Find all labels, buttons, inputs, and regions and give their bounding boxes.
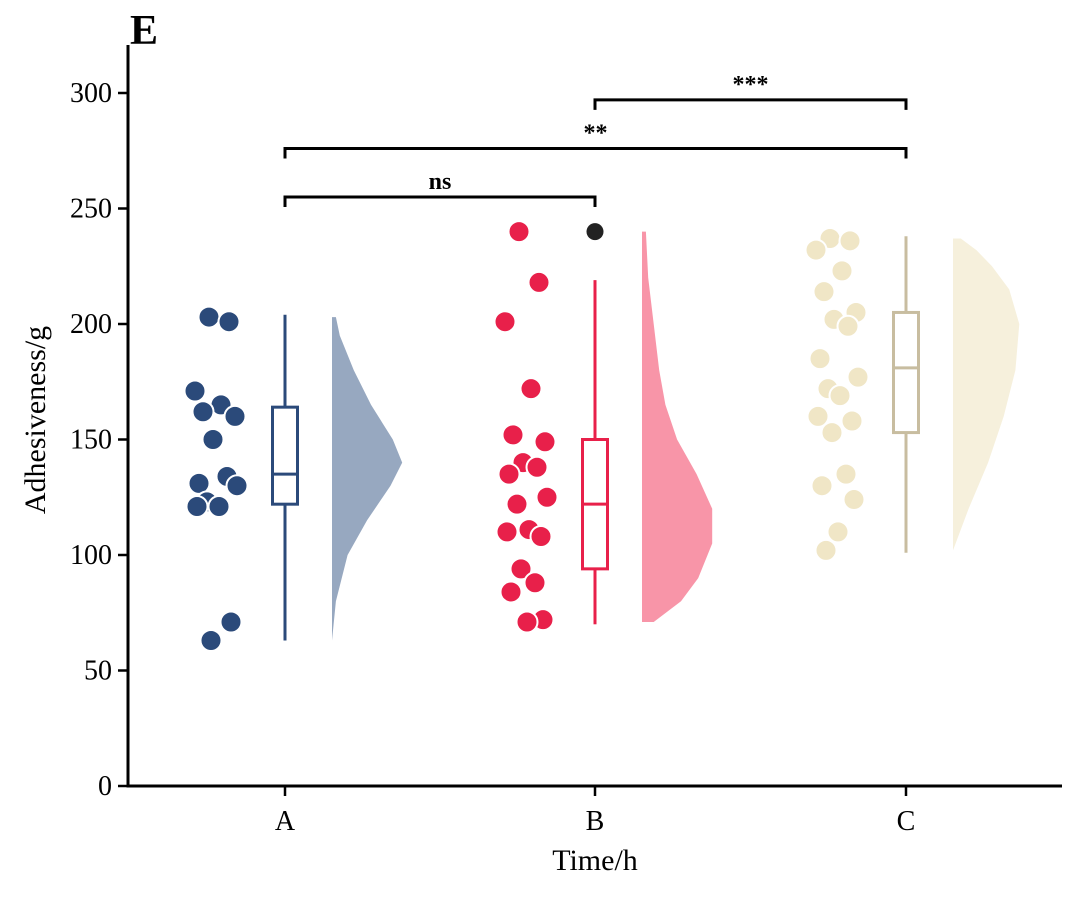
bracket-B-C bbox=[593, 98, 908, 110]
data-point-B bbox=[501, 423, 525, 447]
group-B bbox=[493, 220, 713, 634]
data-point-A bbox=[185, 494, 209, 518]
data-point-B bbox=[493, 310, 517, 334]
y-tick-label: 100 bbox=[70, 540, 112, 571]
data-point-B bbox=[497, 462, 521, 486]
data-point-C bbox=[810, 474, 834, 498]
data-point-A bbox=[207, 494, 231, 518]
group-C bbox=[804, 227, 1020, 562]
significance-brackets: ns***** bbox=[283, 72, 908, 207]
x-ticks: A B C bbox=[275, 786, 915, 837]
data-point-B bbox=[533, 430, 557, 454]
data-point-C bbox=[830, 259, 854, 283]
data-point-A bbox=[191, 400, 215, 424]
data-point-A bbox=[201, 428, 225, 451]
bracket-A-B bbox=[283, 195, 597, 207]
data-point-B bbox=[527, 270, 551, 294]
data-point-B bbox=[495, 520, 519, 544]
panel-label: E bbox=[130, 8, 159, 54]
data-point-A bbox=[219, 610, 243, 634]
data-point-A bbox=[225, 474, 249, 498]
data-point-B bbox=[509, 557, 533, 581]
significance-label-B-C: *** bbox=[733, 72, 769, 98]
data-point-C bbox=[812, 280, 836, 304]
bracket-A-C bbox=[283, 146, 908, 159]
data-point-B bbox=[529, 525, 553, 549]
data-point-B bbox=[505, 492, 529, 516]
violin-A bbox=[332, 317, 403, 641]
box-A bbox=[271, 405, 299, 506]
data-point-B bbox=[507, 220, 531, 244]
x-tick-label: A bbox=[275, 806, 296, 837]
data-point-C bbox=[808, 347, 832, 371]
y-ticks: 0 50 100 150 200 250 300 bbox=[70, 78, 128, 802]
data-point-A bbox=[183, 379, 207, 403]
data-point-A bbox=[199, 628, 223, 652]
x-tick-label: B bbox=[586, 806, 605, 837]
data-point-C bbox=[836, 314, 860, 338]
x-tick-label: C bbox=[897, 806, 916, 837]
data-point-C bbox=[828, 384, 852, 408]
y-tick-label: 150 bbox=[70, 425, 112, 456]
data-point-B bbox=[519, 377, 543, 401]
data-point-C bbox=[838, 229, 862, 253]
data-point-C bbox=[814, 538, 838, 562]
data-point-C bbox=[834, 462, 858, 486]
data-point-B bbox=[499, 580, 523, 604]
data-point-A bbox=[197, 305, 221, 329]
y-axis-label: Adhesiveness/g bbox=[19, 326, 52, 514]
data-point-C bbox=[842, 488, 866, 512]
data-point-A bbox=[223, 404, 247, 428]
data-point-B bbox=[523, 571, 547, 595]
data-point-C bbox=[820, 421, 844, 445]
y-tick-label: 50 bbox=[84, 656, 112, 687]
data-point-B bbox=[525, 455, 549, 479]
box-C bbox=[892, 310, 920, 435]
outlier-B bbox=[586, 223, 604, 241]
y-tick-label: 300 bbox=[70, 78, 112, 109]
y-tick-label: 200 bbox=[70, 309, 112, 340]
group-A bbox=[183, 305, 403, 652]
significance-label-A-C: ** bbox=[584, 120, 608, 146]
x-axis-label: Time/h bbox=[552, 844, 638, 877]
data-point-B bbox=[515, 610, 539, 634]
violin-C bbox=[953, 238, 1020, 551]
data-point-B bbox=[535, 485, 559, 509]
data-point-C bbox=[840, 409, 864, 433]
data-point-C bbox=[826, 520, 850, 544]
violin-B bbox=[642, 231, 713, 622]
groups bbox=[183, 220, 1020, 652]
significance-label-A-B: ns bbox=[429, 169, 452, 195]
data-point-C bbox=[804, 238, 828, 262]
data-point-C bbox=[846, 365, 870, 389]
data-point-C bbox=[806, 404, 830, 428]
data-point-A bbox=[217, 310, 241, 334]
y-tick-label: 250 bbox=[70, 194, 112, 225]
y-tick-label: 0 bbox=[98, 771, 112, 802]
